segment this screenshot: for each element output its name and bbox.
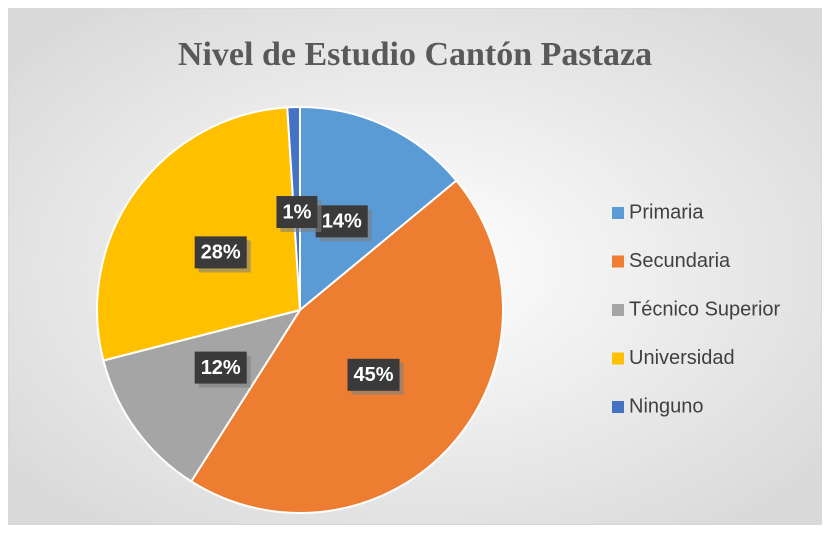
- data-label: 14%: [322, 211, 362, 233]
- data-label: 45%: [353, 364, 393, 386]
- label-box: [194, 236, 247, 269]
- legend-label: Universidad: [629, 347, 735, 369]
- label-box: [315, 205, 368, 238]
- legend-label: Ninguno: [629, 395, 704, 417]
- data-label: 12%: [201, 357, 241, 379]
- label-box: [276, 196, 318, 229]
- chart-title: Nivel de Estudio Cantón Pastaza: [178, 36, 652, 73]
- pie-slice: [189, 179, 504, 514]
- legend-swatch: [612, 352, 624, 365]
- data-label: 28%: [201, 242, 241, 264]
- legend-swatch: [612, 304, 624, 316]
- legend-swatch: [612, 255, 624, 268]
- label-box: [194, 351, 247, 384]
- data-label: 1%: [282, 201, 311, 223]
- legend-label: Secundaria: [629, 250, 731, 272]
- legend-swatch: [612, 207, 624, 219]
- legend-label: Primaria: [629, 201, 704, 223]
- legend-swatch: [612, 401, 624, 413]
- label-box: [347, 358, 400, 391]
- pie-slice: [96, 106, 302, 362]
- pie-slice: [102, 308, 303, 483]
- pie-slice: [299, 105, 458, 313]
- legend-label: Técnico Superior: [629, 298, 781, 320]
